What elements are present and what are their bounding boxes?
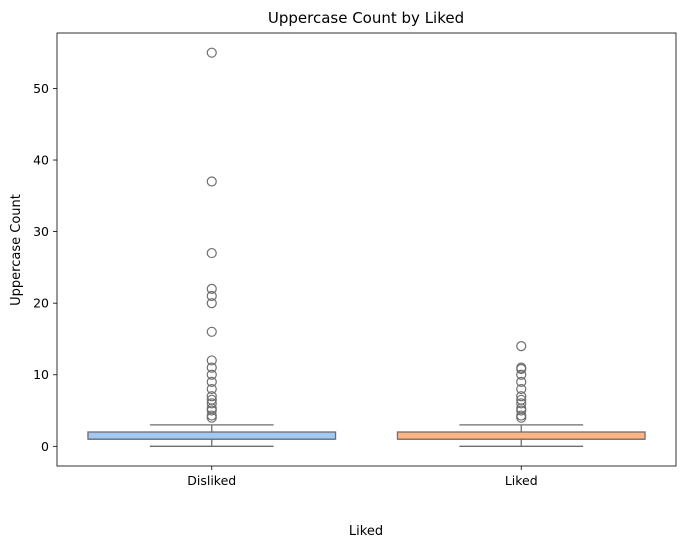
outlier-point	[516, 398, 527, 409]
y-axis-title: Uppercase Count	[9, 194, 24, 306]
outlier-point	[206, 298, 217, 309]
y-tick-label: 40	[33, 153, 49, 168]
outlier-point	[206, 410, 217, 421]
outlier-point	[206, 326, 217, 337]
outlier-point	[516, 391, 527, 402]
x-axis-title: Liked	[349, 524, 383, 539]
outlier-point	[206, 398, 217, 409]
outlier-point	[516, 376, 527, 388]
outlier-point	[206, 355, 217, 366]
box-disliked	[87, 47, 337, 447]
outlier-point	[516, 369, 527, 380]
outlier-point	[206, 376, 217, 388]
outlier-point	[206, 290, 217, 302]
box-plot-marks	[87, 47, 646, 447]
outlier-point	[206, 394, 217, 405]
outlier-point	[516, 410, 527, 421]
outlier-point	[206, 362, 217, 373]
x-tick-label: Disliked	[187, 473, 236, 488]
y-tick-label: 20	[33, 296, 49, 311]
outlier-point	[206, 383, 217, 395]
plot-area	[56, 32, 677, 467]
y-axis: 0 10 20 30 40 50	[33, 81, 57, 454]
outlier-point	[516, 394, 527, 405]
outlier-point	[516, 362, 527, 373]
outlier-point	[516, 383, 527, 395]
y-tick-label: 0	[41, 439, 49, 454]
box-liked	[396, 341, 646, 447]
x-axis: Disliked Liked	[187, 466, 538, 488]
y-tick-label: 50	[33, 81, 49, 96]
x-tick-label: Liked	[505, 473, 538, 488]
outlier-point	[206, 369, 217, 380]
chart-title: Uppercase Count by Liked	[268, 9, 464, 27]
outlier-point	[206, 47, 217, 58]
outlier-point	[206, 391, 217, 402]
outlier-point	[206, 283, 217, 294]
y-tick-label: 30	[33, 224, 49, 239]
iqr-box	[396, 431, 646, 440]
iqr-box	[87, 431, 337, 440]
y-tick-label: 10	[33, 367, 49, 382]
outlier-point	[516, 341, 527, 352]
outlier-point	[206, 247, 217, 259]
outlier-point	[206, 176, 217, 187]
